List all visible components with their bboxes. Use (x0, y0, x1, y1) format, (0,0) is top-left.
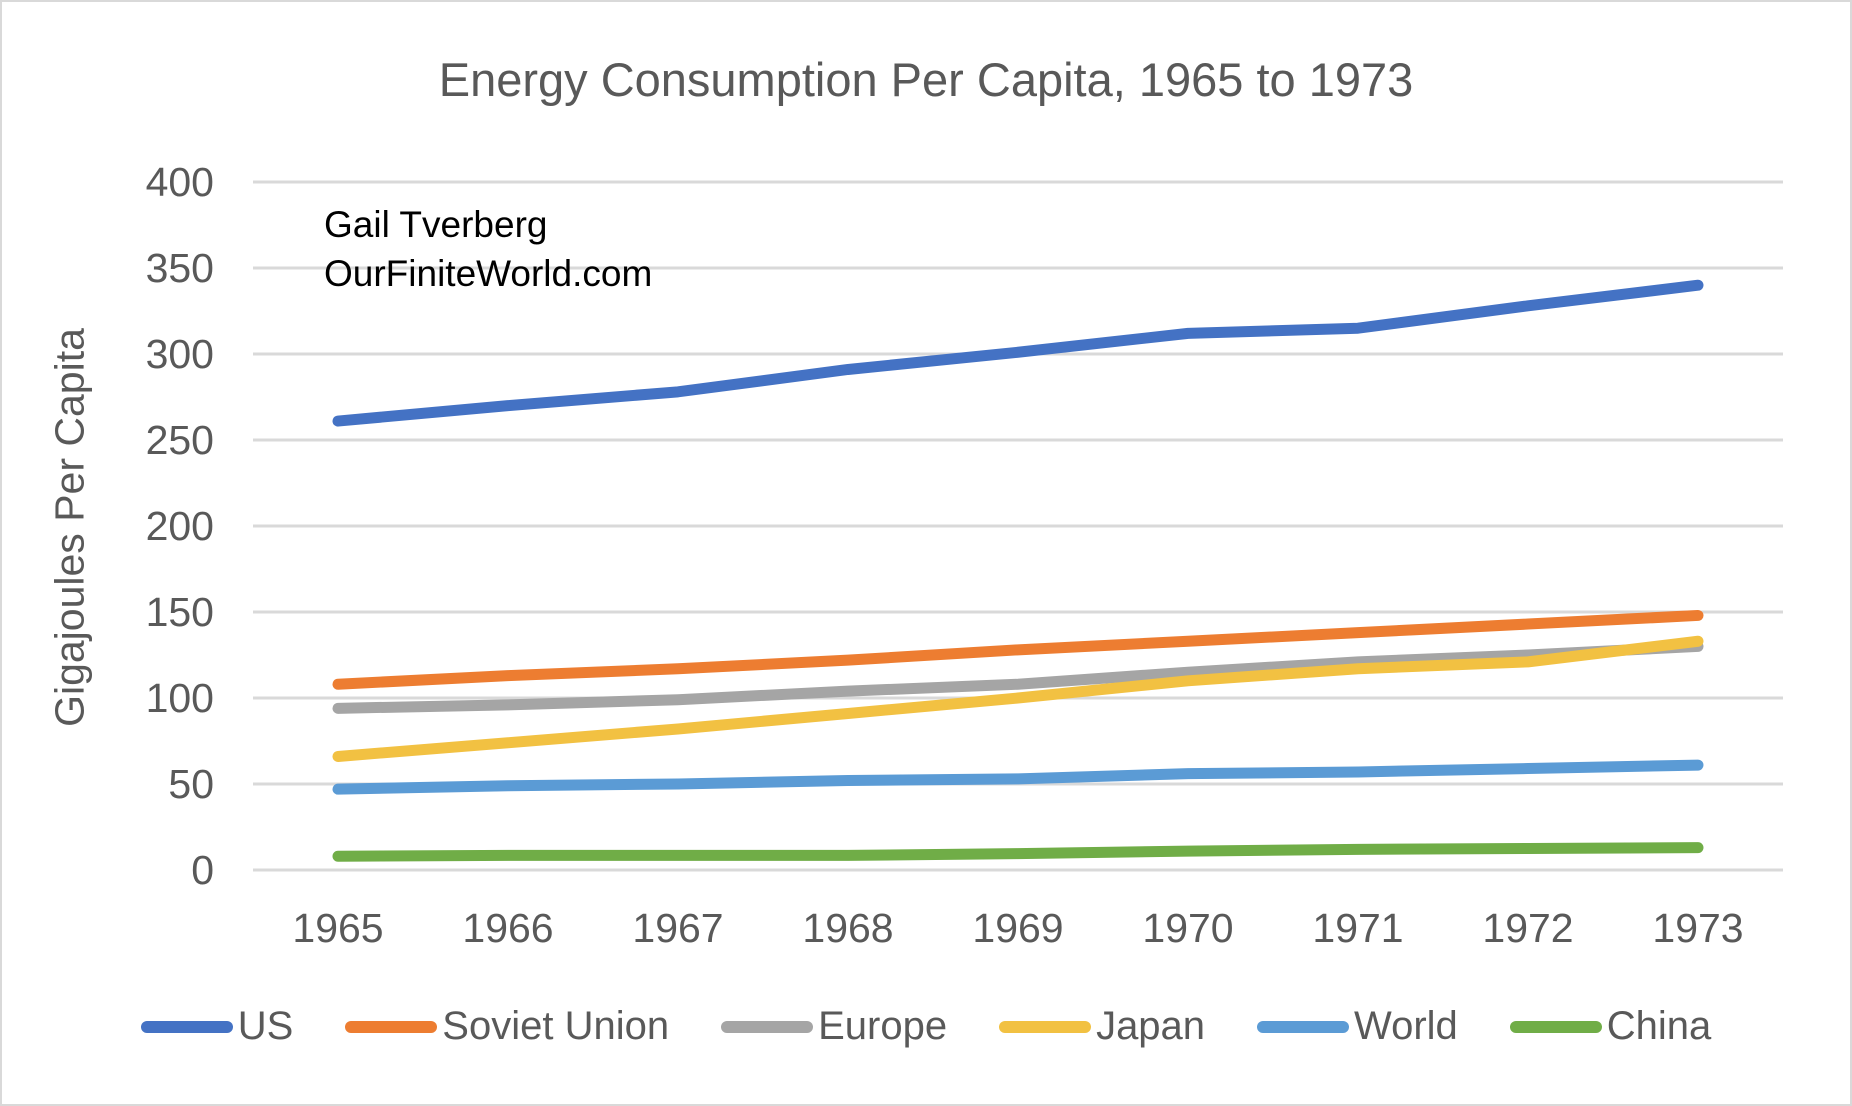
y-tick-label-150: 150 (145, 589, 214, 635)
legend-swatch-china (1509, 1020, 1602, 1033)
x-tick-label-1967: 1967 (632, 905, 724, 951)
y-tick-label-50: 50 (168, 761, 214, 807)
legend-swatch-us (140, 1020, 233, 1033)
legend-item-china: China (1509, 1004, 1712, 1049)
series-line-us (332, 279, 1704, 427)
x-tick-label-1972: 1972 (1482, 905, 1574, 951)
y-tick-label-200: 200 (145, 503, 214, 549)
source-annotation: Gail Tverberg OurFiniteWorld.com (324, 200, 652, 298)
y-tick-label-350: 350 (145, 245, 214, 291)
x-tick-label-1965: 1965 (292, 905, 384, 951)
legend-label-japan: Japan (1096, 1004, 1206, 1048)
series-line-world (332, 759, 1704, 795)
legend-label-us: US (237, 1004, 294, 1048)
legend: US Soviet Union Europe Japan World China (2, 1004, 1850, 1049)
y-tick-label-0: 0 (191, 847, 214, 893)
legend-swatch-europe (721, 1020, 814, 1033)
y-tick-label-400: 400 (145, 159, 214, 205)
legend-item-world: World (1257, 1004, 1458, 1049)
x-tick-label-1971: 1971 (1312, 905, 1404, 951)
series-line-japan (332, 635, 1704, 762)
x-tick-label-1969: 1969 (972, 905, 1064, 951)
y-tick-label-100: 100 (145, 675, 214, 721)
legend-label-europe: Europe (818, 1004, 948, 1048)
annotation-site: OurFiniteWorld.com (324, 253, 653, 294)
legend-swatch-japan (999, 1020, 1092, 1033)
y-tick-label-250: 250 (145, 417, 214, 463)
legend-label-world: World (1354, 1004, 1458, 1048)
series-line-europe (332, 640, 1704, 714)
series-line-china (332, 842, 1704, 862)
legend-item-us: US (140, 1004, 294, 1049)
x-tick-label-1973: 1973 (1652, 905, 1744, 951)
legend-item-europe: Europe (721, 1004, 947, 1049)
legend-item-japan: Japan (999, 1004, 1205, 1049)
legend-label-soviet-union: Soviet Union (442, 1004, 670, 1048)
x-tick-label-1966: 1966 (462, 905, 554, 951)
annotation-author: Gail Tverberg (324, 204, 548, 245)
x-tick-label-1968: 1968 (802, 905, 894, 951)
series-line-soviet-union (332, 609, 1704, 690)
legend-item-soviet-union: Soviet Union (345, 1004, 669, 1049)
x-tick-label-1970: 1970 (1142, 905, 1234, 951)
legend-swatch-world (1257, 1020, 1350, 1033)
legend-label-china: China (1606, 1004, 1712, 1048)
legend-swatch-soviet-union (345, 1020, 438, 1033)
chart-title: Energy Consumption Per Capita, 1965 to 1… (438, 53, 1414, 106)
y-tick-label-300: 300 (145, 331, 214, 377)
